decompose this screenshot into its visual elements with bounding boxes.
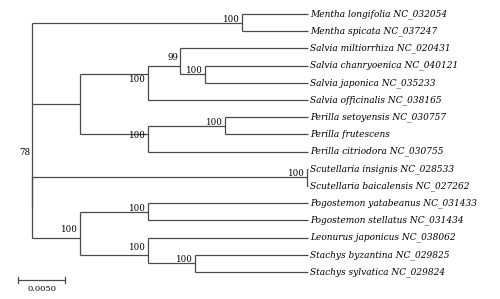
Text: Mentha longifolia NC_032054: Mentha longifolia NC_032054 <box>310 9 447 19</box>
Text: Stachys byzantina NC_029825: Stachys byzantina NC_029825 <box>310 250 450 260</box>
Text: 100: 100 <box>176 255 193 264</box>
Text: Perilla citriodora NC_030755: Perilla citriodora NC_030755 <box>310 147 444 156</box>
Text: 100: 100 <box>61 225 78 234</box>
Text: 100: 100 <box>129 242 146 251</box>
Text: Salvia officinalis NC_038165: Salvia officinalis NC_038165 <box>310 95 442 105</box>
Text: 100: 100 <box>129 75 146 84</box>
Text: Scutellaria baicalensis NC_027262: Scutellaria baicalensis NC_027262 <box>310 181 470 191</box>
Text: 78: 78 <box>19 148 30 157</box>
Text: 100: 100 <box>186 66 203 75</box>
Text: Scutellaria insignis NC_028533: Scutellaria insignis NC_028533 <box>310 164 454 174</box>
Text: 0.0050: 0.0050 <box>27 285 56 293</box>
Text: 100: 100 <box>288 170 305 179</box>
Text: 100: 100 <box>129 131 146 140</box>
Text: Perilla setoyensis NC_030757: Perilla setoyensis NC_030757 <box>310 112 446 122</box>
Text: Leonurus japonicus NC_038062: Leonurus japonicus NC_038062 <box>310 233 456 242</box>
Text: 100: 100 <box>223 15 240 24</box>
Text: 100: 100 <box>206 118 223 127</box>
Text: Salvia japonica NC_035233: Salvia japonica NC_035233 <box>310 78 436 88</box>
Text: 100: 100 <box>129 204 146 213</box>
Text: Stachys sylvatica NC_029824: Stachys sylvatica NC_029824 <box>310 267 445 277</box>
Text: Salvia chanryoenica NC_040121: Salvia chanryoenica NC_040121 <box>310 61 458 71</box>
Text: 99: 99 <box>167 53 178 62</box>
Text: Pogostemon yatabeanus NC_031433: Pogostemon yatabeanus NC_031433 <box>310 198 477 208</box>
Text: Perilla frutescens: Perilla frutescens <box>310 130 390 139</box>
Text: Salvia miltiorrhiza NC_020431: Salvia miltiorrhiza NC_020431 <box>310 44 450 53</box>
Text: Pogostemon stellatus NC_031434: Pogostemon stellatus NC_031434 <box>310 216 464 225</box>
Text: Mentha spicata NC_037247: Mentha spicata NC_037247 <box>310 26 437 36</box>
